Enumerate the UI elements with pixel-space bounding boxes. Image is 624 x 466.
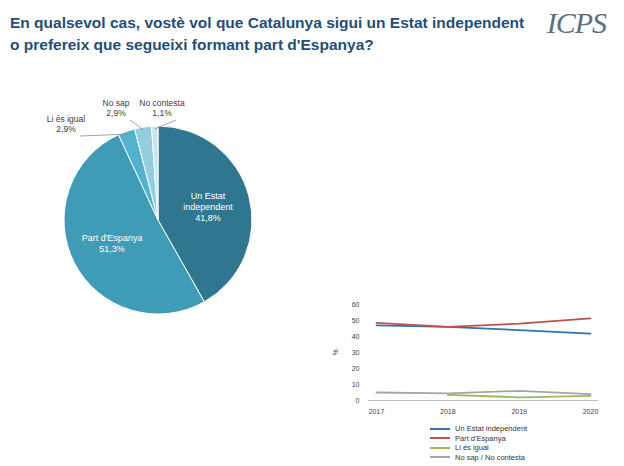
svg-text:Li és igual2,9%: Li és igual2,9% (47, 114, 85, 134)
svg-text:2017: 2017 (369, 408, 385, 415)
svg-text:2019: 2019 (511, 408, 527, 415)
html-text:Part d'Espanya: Part d'Espanya (455, 433, 506, 443)
svg-text:10: 10 (352, 381, 360, 388)
svg-text:50: 50 (352, 317, 360, 324)
svg-text:2018: 2018 (440, 408, 456, 415)
svg-text:No sap2,9%: No sap2,9% (103, 98, 130, 118)
svg-text:0: 0 (356, 397, 360, 404)
html-text:Li és igual: Li és igual (455, 443, 489, 453)
svg-text:20: 20 (352, 365, 360, 372)
svg-text:40: 40 (352, 333, 360, 340)
html-text:En qualsevol cas, vostè vol qu: En qualsevol cas, vostè vol que Cataluny… (10, 14, 525, 54)
svg-text:60: 60 (352, 301, 360, 308)
html-text:Un Estat independent: Un Estat independent (455, 424, 528, 434)
svg-text:%: % (332, 349, 339, 355)
html-text:No sap / No contesta: No sap / No contesta (455, 452, 525, 462)
svg-text:30: 30 (352, 349, 360, 356)
svg-text:Un Estatindependent41,8%: Un Estatindependent41,8% (183, 191, 233, 223)
svg-text:No contesta1,1%: No contesta1,1% (139, 98, 185, 118)
svg-text:2020: 2020 (583, 408, 599, 415)
svg-text:Part d'Espanya51,3%: Part d'Espanya51,3% (82, 233, 143, 254)
html-text:ICPS: ICPS (546, 6, 606, 39)
